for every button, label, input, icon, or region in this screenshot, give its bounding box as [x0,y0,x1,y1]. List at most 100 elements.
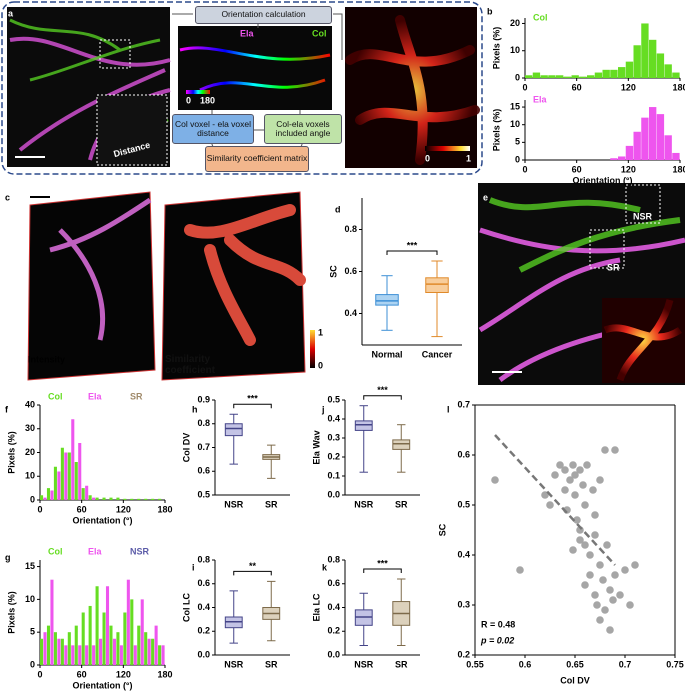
point [516,566,524,574]
x-tick-label: Cancer [422,349,453,359]
bar [137,625,141,665]
y-tick-label: 10 [25,471,35,481]
x-tick-label: 60 [77,504,87,514]
significance: *** [247,394,258,404]
panel-label: g [5,552,11,562]
point [621,566,629,574]
colorbar [310,330,315,368]
panel-label: l [447,404,450,414]
point [581,541,589,549]
box [224,423,243,437]
point [591,511,599,519]
point [601,606,609,614]
point [631,561,639,569]
significance: ** [249,561,257,571]
point [551,471,559,479]
y-tick-label: 0.6 [457,449,470,459]
legend-label: Ela [88,546,103,556]
image-intensity [27,191,156,381]
bar [548,75,556,78]
point [566,476,574,484]
point [606,626,614,634]
colorbar-label: 0 [318,360,323,370]
image-texture [488,197,681,273]
y-tick-label: 0.6 [197,466,210,476]
colorbar [186,90,210,94]
bar [50,490,54,500]
point [556,461,564,469]
image-texture [184,204,306,346]
x-tick-label: 120 [621,164,636,174]
point [611,446,619,454]
bar [633,45,641,78]
bar [126,579,130,665]
bar [60,447,64,500]
image-texture [179,46,331,92]
bar [540,75,548,78]
point [561,486,569,494]
y-tick-label: 0.6 [327,578,340,588]
panel-label: d [335,204,341,214]
point [569,546,577,554]
bar [99,638,103,665]
bar [71,419,75,500]
panel-label: i [192,562,195,572]
image-sc [345,7,477,168]
bar [672,152,680,160]
significance: *** [377,558,388,568]
bar [81,488,85,500]
x-axis-label: Orientation (°) [72,515,132,525]
image-label: Col [312,28,327,38]
bar [641,23,649,79]
bar [57,471,61,500]
image-similarity [161,191,306,381]
significance-bracket [386,250,438,255]
bar [137,498,141,500]
colorbar-label: 1 [318,327,323,337]
bar [67,632,71,665]
point [611,571,619,579]
bar [53,632,57,665]
significance-bracket [363,395,402,400]
bar [130,599,134,665]
x-tick-label: SR [395,499,408,509]
bar [618,156,626,160]
x-axis-label: Orientation (°) [572,175,632,185]
bar [95,497,99,500]
flow-box: Orientation calculation [195,6,332,24]
point [599,576,607,584]
y-axis-label: Pixels (%) [491,109,501,152]
bar [78,443,82,500]
image-label: Ela [240,28,255,38]
bar [532,72,541,78]
bar [95,586,99,665]
bar [633,131,641,160]
bar [119,645,123,665]
point [583,461,591,469]
image-texture [49,197,152,341]
significance-bracket [363,568,402,573]
x-tick-label: 0 [37,504,42,514]
annotation: R = 0.48 [481,619,515,629]
y-tick-label: 0.4 [327,602,340,612]
legend-label: Ela [533,94,548,104]
bar [664,135,672,160]
y-tick-label: 0.6 [344,266,357,276]
bar [116,497,120,500]
colorbar-label: 180 [200,95,215,105]
bar [656,114,665,160]
y-tick-label: 0.2 [457,649,470,659]
legend-label: SR [130,391,143,401]
bar [112,638,116,665]
bar [116,632,120,665]
bar [625,61,634,78]
annotation: p = 0.02 [480,635,514,645]
y-tick-label: 0 [515,154,520,164]
x-tick-label: 0 [522,82,527,92]
roi [625,184,661,224]
image-texture [603,299,682,382]
y-tick-label: 0.0 [327,649,340,659]
bar [123,612,127,665]
y-axis-label: Ela LC [311,593,321,622]
